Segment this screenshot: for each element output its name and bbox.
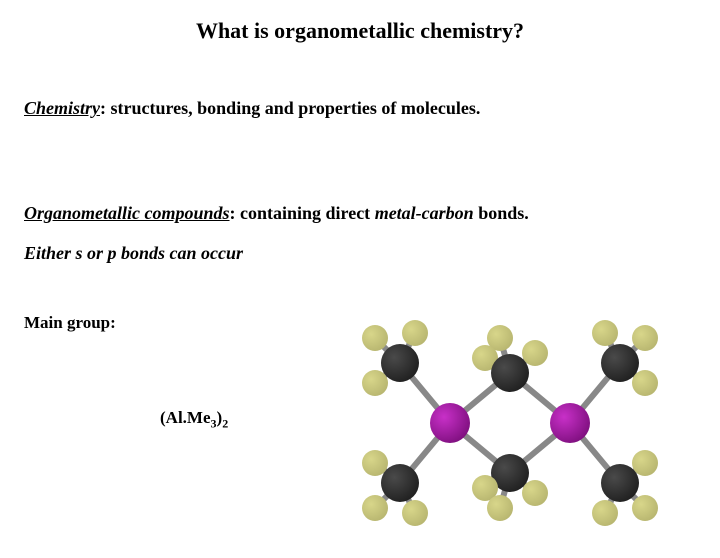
formula: (Al.Me3)2 [160,408,228,431]
org-desc-a: : containing direct [230,203,375,223]
molecule-diagram [300,283,700,543]
formula-part-a: (Al.Me [160,408,211,427]
organometallic-definition: Organometallic compounds: containing dir… [24,203,529,224]
page-title: What is organometallic chemistry? [0,18,720,44]
formula-sub2: 2 [222,416,228,430]
bonds-note: Either s or p bonds can occur [24,243,243,264]
org-desc-b: bonds. [474,203,529,223]
metal-carbon: metal-carbon [375,203,474,223]
chemistry-definition: Chemistry: structures, bonding and prope… [24,98,480,119]
chemistry-word: Chemistry [24,98,100,118]
organometallic-word: Organometallic compounds [24,203,230,223]
main-group-label: Main group: [24,313,116,333]
chemistry-desc: : structures, bonding and properties of … [100,98,480,118]
